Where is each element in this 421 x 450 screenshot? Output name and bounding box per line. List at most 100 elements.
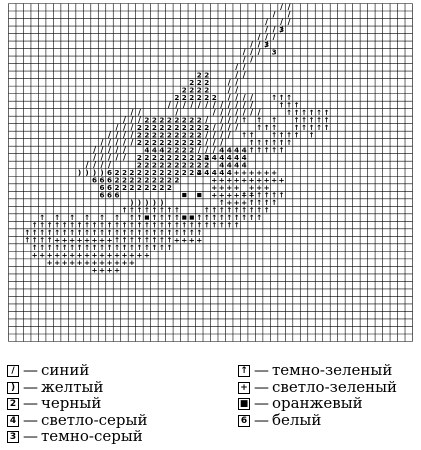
stitch-blue: / bbox=[228, 78, 231, 87]
stitch-light_green: + bbox=[256, 175, 262, 184]
stitch-blue: / bbox=[116, 138, 119, 147]
stitch-dark_green: ↑ bbox=[136, 213, 142, 222]
stitch-dark_green: ↑ bbox=[84, 213, 90, 222]
stitch-blue: / bbox=[288, 18, 291, 27]
stitch-light_green: + bbox=[77, 236, 83, 245]
stitch-blue: / bbox=[123, 153, 126, 162]
stitch-dark_green: ↑ bbox=[144, 228, 150, 237]
stitch-blue: / bbox=[213, 100, 216, 109]
stitch-dark_green: ↑ bbox=[294, 123, 300, 132]
stitch-dark_green: ↑ bbox=[54, 243, 60, 252]
stitch-dark_green: ↑ bbox=[69, 243, 75, 252]
stitch-dark_green: ↑ bbox=[271, 138, 277, 147]
stitch-black: 2 bbox=[159, 115, 164, 124]
stitch-dark_green: ↑ bbox=[151, 236, 157, 245]
cross-stitch-chart: /////////////////////////////// //// / / / / /… bbox=[8, 3, 413, 342]
stitch-dark_green: ↑ bbox=[114, 213, 120, 222]
stitch-dark_green: ↑ bbox=[249, 198, 255, 207]
stitch-black: 2 bbox=[189, 153, 194, 162]
stitch-black: 2 bbox=[197, 93, 202, 102]
stitch-black: 2 bbox=[137, 130, 142, 139]
stitch-blue: / bbox=[235, 70, 238, 79]
stitch-dark_green: ↑ bbox=[308, 115, 314, 124]
stitch-black: 2 bbox=[167, 153, 172, 162]
stitch-black: 2 bbox=[189, 168, 194, 177]
stitch-light_green: + bbox=[234, 198, 240, 207]
stitch-dark_green: ↑ bbox=[219, 205, 225, 214]
stitch-light_green: + bbox=[121, 251, 127, 260]
stitch-black: 2 bbox=[167, 145, 172, 154]
stitch-dark_green: ↑ bbox=[286, 130, 292, 139]
stitch-dark_green: ↑ bbox=[32, 236, 38, 245]
stitch-dark_green: ↑ bbox=[256, 190, 262, 199]
stitch-black: 2 bbox=[167, 175, 172, 184]
legend-symbol-black: 2 bbox=[7, 398, 19, 410]
stitch-dark_green: ↑ bbox=[92, 220, 98, 229]
stitch-black: 2 bbox=[197, 115, 202, 124]
stitch-dark_green: ↑ bbox=[249, 205, 255, 214]
stitch-blue: / bbox=[235, 93, 238, 102]
stitch-white: 6 bbox=[92, 175, 97, 184]
stitch-dark_green: ↑ bbox=[159, 236, 165, 245]
stitch-dark_green: ↑ bbox=[159, 228, 165, 237]
stitch-blue: / bbox=[243, 63, 246, 72]
stitch-dark_green: ↑ bbox=[136, 228, 142, 237]
stitch-light_green: + bbox=[241, 175, 247, 184]
stitch-dark_green: ↑ bbox=[129, 243, 135, 252]
stitch-blue: / bbox=[116, 130, 119, 139]
stitch-dark_gray: 3 bbox=[279, 25, 284, 34]
stitch-black: 2 bbox=[189, 93, 194, 102]
stitch-black: 2 bbox=[189, 115, 194, 124]
stitch-light_green: + bbox=[92, 258, 98, 267]
stitch-blue: / bbox=[220, 115, 223, 124]
stitch-dark_green: ↑ bbox=[99, 243, 105, 252]
stitch-blue: / bbox=[123, 115, 126, 124]
stitch-dark_green: ↑ bbox=[181, 228, 187, 237]
stitch-black: 2 bbox=[167, 160, 172, 169]
stitch-yellow: ) bbox=[78, 168, 81, 177]
stitch-blue: / bbox=[101, 138, 104, 147]
stitch-dark_green: ↑ bbox=[279, 130, 285, 139]
stitch-blue: / bbox=[198, 100, 201, 109]
stitch-dark_green: ↑ bbox=[159, 220, 165, 229]
stitch-light_green: + bbox=[226, 198, 232, 207]
stitch-dark_green: ↑ bbox=[294, 115, 300, 124]
stitch-black: 2 bbox=[174, 145, 179, 154]
stitch-dark_green: ↑ bbox=[106, 220, 112, 229]
stitch-light_green: + bbox=[211, 183, 217, 192]
stitch-yellow: ) bbox=[145, 198, 148, 207]
stitch-blue: / bbox=[108, 145, 111, 154]
stitch-dark_green: ↑ bbox=[121, 236, 127, 245]
stitch-yellow: ) bbox=[85, 168, 88, 177]
stitch-light_green: + bbox=[106, 236, 112, 245]
stitch-dark_green: ↑ bbox=[264, 145, 270, 154]
stitch-light_gray: 4 bbox=[159, 145, 164, 154]
stitch-black: 2 bbox=[182, 123, 187, 132]
stitch-light_green: + bbox=[92, 236, 98, 245]
stitch-light_green: + bbox=[234, 190, 240, 199]
stitch-black: 2 bbox=[189, 160, 194, 169]
stitch-dark_green: ↑ bbox=[151, 243, 157, 252]
stitch-light_gray: 4 bbox=[204, 168, 209, 177]
stitch-dark_green: ↑ bbox=[219, 220, 225, 229]
stitch-black: 2 bbox=[152, 153, 157, 162]
stitch-dark_green: ↑ bbox=[323, 108, 329, 117]
stitch-dark_green: ↑ bbox=[294, 100, 300, 109]
stitch-light_green: + bbox=[249, 190, 255, 199]
stitch-dark_green: ↑ bbox=[301, 108, 307, 117]
stitch-black: 2 bbox=[137, 183, 142, 192]
stitch-blue: / bbox=[235, 123, 238, 132]
stitch-blue: / bbox=[265, 25, 268, 34]
legend-symbol-orange: ■ bbox=[238, 398, 250, 410]
stitch-orange bbox=[182, 215, 187, 220]
stitch-blue: / bbox=[116, 145, 119, 154]
stitch-dark_green: ↑ bbox=[234, 205, 240, 214]
stitch-light_green: + bbox=[114, 266, 120, 275]
stitch-blue: / bbox=[280, 18, 283, 27]
stitch-dark_green: ↑ bbox=[136, 243, 142, 252]
stitch-dark_green: ↑ bbox=[211, 220, 217, 229]
stitch-white: 6 bbox=[107, 183, 112, 192]
stitch-blue: / bbox=[101, 153, 104, 162]
stitch-black: 2 bbox=[182, 85, 187, 94]
stitch-blue: / bbox=[220, 130, 223, 139]
